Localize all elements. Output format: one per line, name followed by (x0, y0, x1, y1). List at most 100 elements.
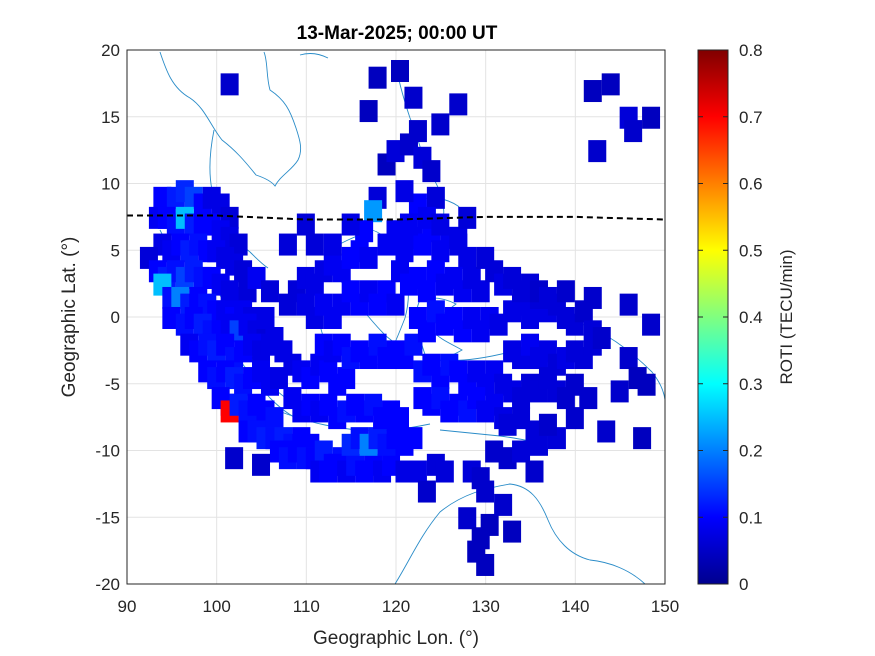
x-tick-label-4: 130 (471, 597, 499, 616)
x-axis-label: Geographic Lon. (°) (313, 628, 479, 649)
roti-cell (565, 407, 584, 430)
roti-cell (431, 213, 450, 236)
roti-cell (359, 246, 378, 269)
y-tick-label-6: -10 (95, 442, 120, 461)
roti-cell (583, 80, 602, 103)
roti-cell (458, 507, 477, 530)
roti-cells (139, 60, 661, 576)
roti-cell (579, 387, 598, 410)
roti-cell (422, 160, 441, 183)
roti-cell (337, 367, 356, 390)
colorbar-label: ROTI (TECU/min) (777, 249, 796, 384)
roti-cell (404, 86, 423, 109)
colorbar-tick-label-3: 0.5 (739, 241, 763, 260)
roti-cell (296, 213, 315, 236)
roti-cell (364, 200, 383, 223)
roti-cell (386, 293, 405, 316)
colorbar-tick-label-1: 0.7 (739, 108, 763, 127)
y-tick-label-0: 20 (101, 41, 120, 60)
x-tick-label-3: 120 (382, 597, 410, 616)
roti-cell (512, 440, 531, 463)
y-tick-label-3: 5 (111, 241, 120, 260)
colorbar-tick-label-2: 0.6 (739, 175, 763, 194)
roti-cell (458, 246, 477, 269)
roti-cell (583, 286, 602, 309)
roti-cell (592, 327, 611, 350)
roti-cell (597, 420, 616, 443)
roti-cell (538, 413, 557, 436)
y-tick-label-8: -20 (95, 575, 120, 594)
roti-cell (521, 306, 540, 329)
y-tick-label-4: 0 (111, 308, 120, 327)
x-tick-label-1: 100 (202, 597, 230, 616)
roti-cell (476, 553, 495, 576)
roti-cell (471, 280, 490, 303)
x-tick-label-2: 110 (293, 597, 320, 616)
roti-cell (642, 106, 661, 129)
roti-cell (278, 233, 297, 256)
roti-cell (610, 380, 629, 403)
roti-cell (633, 427, 652, 450)
roti-cell (435, 460, 454, 483)
roti-cell (449, 226, 468, 249)
roti-cell (601, 73, 620, 96)
x-tick-label-5: 140 (561, 597, 589, 616)
colorbar-tick-label-4: 0.4 (739, 308, 763, 327)
roti-cell (256, 306, 275, 329)
roti-cell (417, 280, 436, 303)
roti-cell (588, 140, 607, 163)
roti-cell (426, 186, 445, 209)
roti-cell (341, 213, 360, 236)
roti-cell (323, 233, 342, 256)
colorbar-tick-label-0: 0.8 (739, 41, 763, 60)
x-tick-label-6: 150 (651, 597, 679, 616)
roti-cell (476, 480, 495, 503)
colorbar-tick-label-8: 0 (739, 575, 748, 594)
roti-cell (619, 293, 638, 316)
roti-cell (494, 493, 513, 516)
roti-cell (305, 233, 324, 256)
roti-cell (391, 60, 409, 83)
roti-cell (404, 427, 423, 450)
roti-cell (399, 213, 418, 236)
y-tick-label-5: -5 (105, 375, 120, 394)
roti-cell (503, 520, 522, 543)
roti-cell (449, 93, 468, 116)
roti-cell (252, 453, 271, 476)
roti-cell (220, 73, 239, 96)
y-axis-label: Geographic Lat. (°) (59, 237, 80, 398)
roti-cell (538, 286, 557, 309)
chart-title: 13-Mar-2025; 00:00 UT (297, 23, 498, 44)
y-tick-label-7: -15 (95, 508, 120, 527)
roti-cell (417, 320, 436, 343)
roti-cell (395, 180, 414, 203)
y-tick-label-1: 15 (101, 108, 120, 127)
roti-cell (417, 480, 436, 503)
roti-cell (359, 100, 378, 123)
roti-cell (642, 313, 661, 336)
roti-cell (525, 460, 544, 483)
coast-hainan (299, 53, 329, 59)
x-tick-label-0: 90 (118, 597, 137, 616)
y-tick-label-2: 10 (101, 175, 120, 194)
roti-cell (619, 347, 638, 370)
plot-frame (126, 49, 666, 585)
roti-cell (624, 120, 643, 143)
colorbar-tick-label-6: 0.2 (739, 442, 763, 461)
roti-cell (260, 280, 279, 303)
roti-cell (265, 407, 284, 430)
coast-indochina (159, 51, 302, 187)
roti-cell (391, 407, 409, 430)
x-tick-labels: 90 100 110 120 130 140 150 (118, 597, 680, 616)
roti-cell (431, 113, 450, 136)
roti-cell (628, 367, 647, 390)
colorbar-tick-labels: 0.8 0.7 0.6 0.5 0.4 0.3 0.2 0.1 0 (698, 41, 763, 594)
roti-cell (556, 280, 575, 303)
coast-australia-north (394, 483, 646, 584)
roti-cell (225, 447, 244, 470)
roti-cell (408, 460, 427, 483)
roti-cell (368, 66, 387, 89)
colorbar-tick-label-7: 0.1 (739, 508, 763, 527)
y-tick-labels: 20 15 10 5 0 -5 -10 -15 -20 (95, 41, 120, 594)
